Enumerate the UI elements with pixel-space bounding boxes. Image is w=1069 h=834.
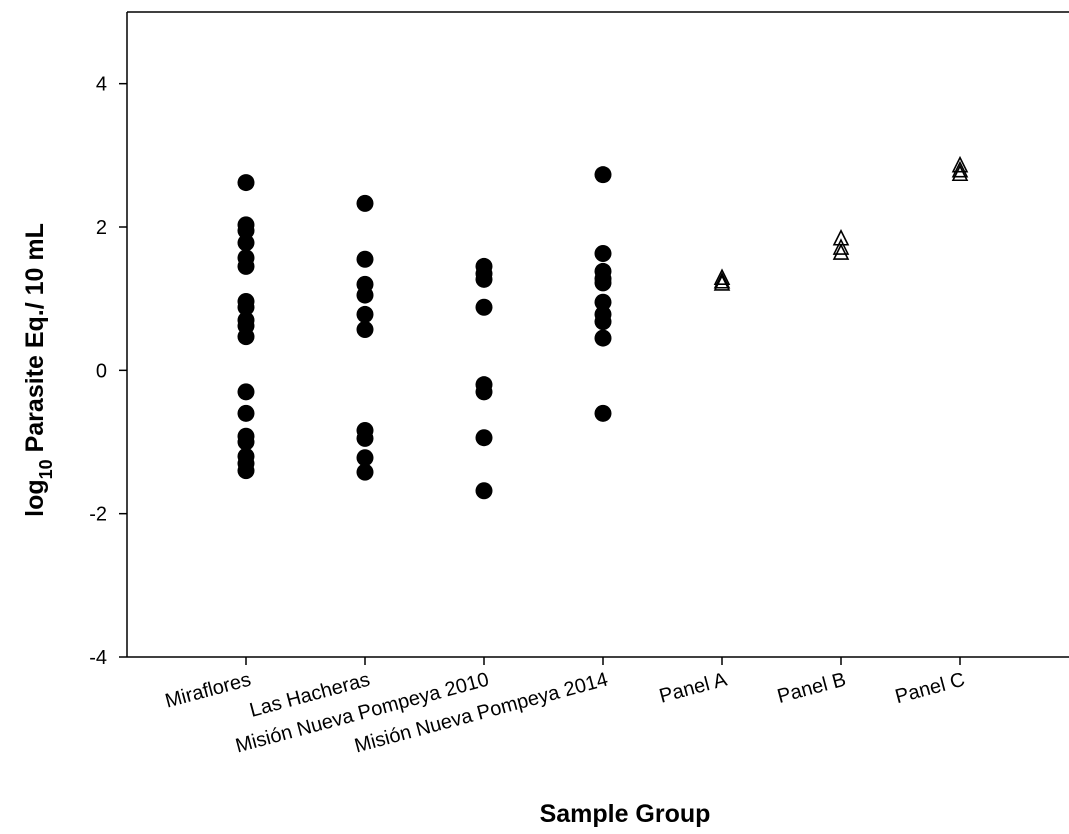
data-point: [356, 429, 374, 447]
data-point: [356, 194, 374, 212]
data-point: [713, 274, 731, 291]
data-point: [475, 270, 493, 288]
data-point: [594, 329, 612, 347]
data-point: [832, 228, 850, 246]
y-tick-label: 0: [96, 360, 107, 382]
data-point: [951, 160, 969, 178]
y-axis: -4 -2 0 2 4: [89, 74, 127, 669]
data-point: [594, 274, 612, 292]
data-point: [356, 320, 374, 338]
y-tick-label: -2: [89, 504, 107, 526]
y-tick-label: 4: [96, 74, 107, 96]
data-point: [475, 429, 493, 447]
data-point: [356, 286, 374, 304]
data-point: [237, 298, 255, 316]
x-tick-label: Panel B: [775, 669, 848, 708]
data-point: [951, 164, 969, 182]
data-point: [237, 257, 255, 275]
data-point: [594, 313, 612, 331]
data-point: [475, 383, 493, 401]
data-point: [356, 449, 374, 467]
data-point: [594, 293, 612, 311]
data-point: [237, 462, 255, 480]
data-point: [713, 271, 731, 289]
plot-frame: [126, 11, 1069, 658]
data-point: [475, 482, 493, 500]
x-tick-label: Panel C: [893, 669, 967, 709]
y-tick-label: 2: [96, 217, 107, 239]
data-point: [475, 298, 493, 316]
data-point: [237, 404, 255, 422]
x-axis-title: Sample Group: [540, 800, 711, 828]
data-point: [832, 243, 850, 260]
data-point: [594, 166, 612, 184]
y-axis-title: log10 Parasite Eq./ 10 mL: [21, 223, 56, 517]
data-point: [237, 222, 255, 240]
data-point: [237, 433, 255, 451]
data-point: [237, 234, 255, 252]
data-point: [237, 174, 255, 192]
data-point: [832, 238, 850, 255]
data-point: [594, 404, 612, 422]
data-point: [356, 463, 374, 481]
data-point: [594, 245, 612, 263]
data-points: [237, 155, 969, 500]
x-tick-label: Panel A: [657, 668, 730, 707]
x-tick-label: Miraflores: [163, 669, 253, 713]
y-tick-label: -4: [89, 647, 107, 669]
data-point: [951, 155, 969, 173]
data-point: [237, 383, 255, 401]
data-point: [237, 328, 255, 346]
data-point: [713, 268, 731, 285]
data-point: [356, 305, 374, 323]
data-point: [356, 250, 374, 268]
